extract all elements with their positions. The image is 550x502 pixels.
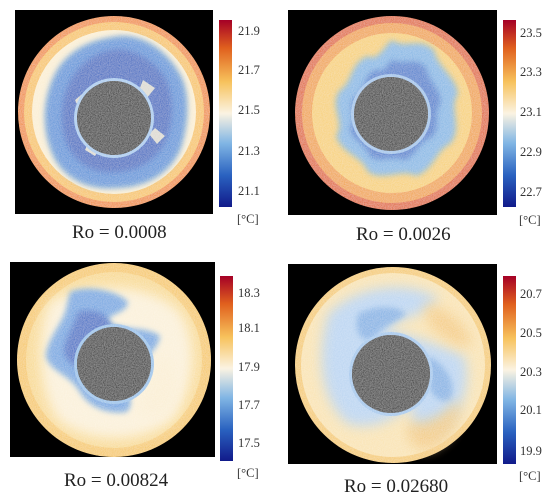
colorbar [503, 276, 516, 464]
colorbar-tick: 20.7 [520, 287, 542, 301]
caption: Ro = 0.02680 [344, 476, 449, 497]
colorbar-unit: [°C] [237, 212, 259, 226]
colorbar [503, 20, 516, 207]
colorbar-tick: 20.3 [520, 365, 542, 379]
colorbar-tick: 21.9 [238, 24, 260, 38]
colorbar-tick: 21.7 [238, 63, 260, 77]
colorbar-tick: 19.9 [520, 444, 542, 458]
colorbar-tick: 18.3 [238, 286, 260, 300]
thermal-image [288, 264, 497, 464]
colorbar-tick: 17.5 [238, 436, 260, 450]
colorbar-tick: 22.9 [520, 145, 542, 159]
colorbar-tick: 20.5 [520, 326, 542, 340]
colorbar [220, 276, 233, 461]
colorbar-tick: 22.7 [520, 185, 542, 199]
colorbar-unit: [°C] [519, 213, 541, 227]
colorbar-unit: [°C] [237, 466, 259, 480]
colorbar-tick: 23.5 [520, 26, 542, 40]
caption: Ro = 0.0008 [72, 222, 167, 243]
thermal-image [10, 262, 215, 457]
caption: Ro = 0.0026 [356, 224, 451, 245]
caption: Ro = 0.00824 [64, 470, 169, 491]
colorbar-unit: [°C] [519, 469, 541, 483]
colorbar [219, 20, 232, 207]
colorbar-tick: 21.5 [238, 103, 260, 117]
colorbar-tick: 21.1 [238, 184, 260, 198]
colorbar-tick: 17.9 [238, 360, 260, 374]
thermal-image [288, 10, 497, 215]
colorbar-tick: 21.3 [238, 144, 260, 158]
colorbar-tick: 23.1 [520, 105, 542, 119]
colorbar-tick: 18.1 [238, 321, 260, 335]
thermal-image [15, 10, 213, 214]
colorbar-tick: 23.3 [520, 65, 542, 79]
colorbar-tick: 17.7 [238, 398, 260, 412]
colorbar-tick: 20.1 [520, 403, 542, 417]
